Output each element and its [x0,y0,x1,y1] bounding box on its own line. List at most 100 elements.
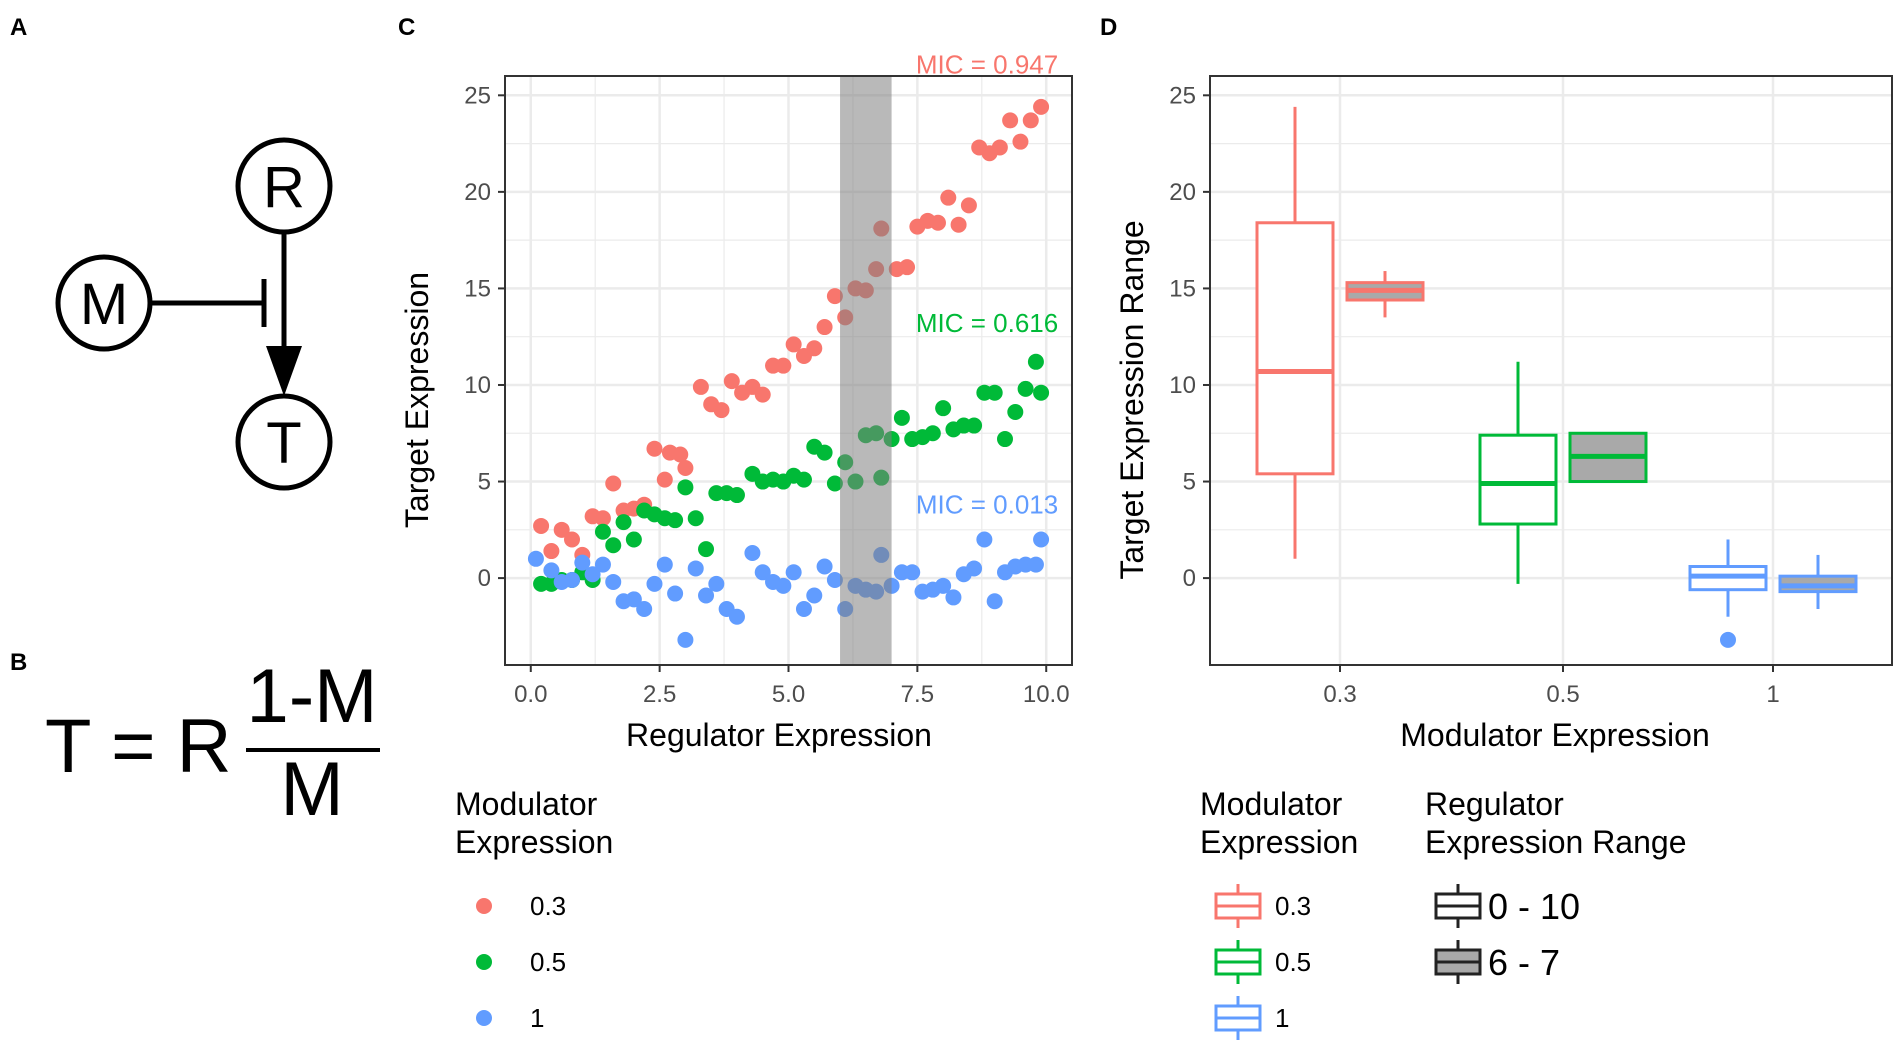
c-ytick-label: 5 [478,469,491,496]
panel-b: B T = R 1-M M [10,649,380,832]
d-legend-mod-title-line1: Modulator [1200,786,1343,822]
panel-c: C 0.0 2.5 5.0 7.5 10.0 0 5 10 15 20 25 MIC = 0.947 M… [398,14,1073,1033]
c-point-1 [636,600,653,617]
c-point-1 [744,544,761,561]
c-point-0.5 [605,537,622,554]
c-xtick-label: 0.0 [514,681,547,708]
c-y-axis-title: Target Expression [399,272,435,528]
c-point-0.3 [785,336,802,353]
c-point-1 [1033,531,1050,548]
c-ytick-label: 20 [464,179,491,206]
c-point-1 [677,631,694,648]
c-point-0.3 [950,216,967,233]
node-t [235,393,333,491]
c-point-1 [625,591,642,608]
node-t-label: T [266,411,301,476]
c-legend-label-0.5: 0.5 [530,947,566,977]
d-legend-range-key-0-10 [1434,884,1482,928]
c-point-0.3 [646,440,663,457]
c-xtick-label: 5.0 [772,681,805,708]
c-point-0.5 [893,409,910,426]
d-legend-mod-key-1 [1214,996,1262,1040]
c-point-0.5 [935,400,952,417]
c-point-0.3 [960,197,977,214]
d-legend-mod-key-0.3 [1214,884,1262,928]
c-point-0.3 [672,446,689,463]
c-legend-title-line1: Modulator [455,786,598,822]
d-box-0.3-0-10 [1255,106,1335,559]
c-point-1 [945,589,962,606]
node-r [235,137,333,235]
c-point-1 [935,577,952,594]
c-point-1 [826,572,843,589]
c-point-1 [667,585,684,602]
d-gridlines [1210,76,1892,665]
c-point-1 [775,577,792,594]
c-point-1 [605,573,622,590]
formula-lhs: T = R [45,704,232,789]
c-point-0.5 [615,514,632,531]
c-point-0.5 [996,431,1013,448]
d-legend-range-label-0-10: 0 - 10 [1488,886,1580,927]
panel-a-letter: A [10,14,27,41]
c-point-0.5 [1007,404,1024,421]
c-legend: Modulator Expression 0.3 0.5 1 [455,786,613,1033]
c-point-0.3 [1002,112,1019,129]
c-point-0.3 [723,373,740,390]
c-point-0.3 [816,319,833,336]
c-mic-annotation-0.5: MIC = 0.616 [916,308,1058,338]
c-point-1 [728,608,745,625]
c-point-1 [543,562,560,579]
c-legend-key-0.5 [476,954,492,970]
c-point-1 [1027,556,1044,573]
c-point-1 [708,575,725,592]
c-point-1 [527,550,544,567]
c-point-1 [904,564,921,581]
c-point-0.3 [1012,133,1029,150]
c-point-0.5 [677,479,694,496]
d-x-axis-title: Modulator Expression [1400,717,1709,753]
c-xtick-label: 7.5 [901,681,934,708]
c-point-0.5 [667,512,684,529]
d-outlier [1720,631,1736,648]
arrowhead-icon [266,346,302,396]
d-box-body [1478,433,1558,526]
c-point-1 [584,566,601,583]
c-point-1 [795,600,812,617]
c-point-1 [656,556,673,573]
d-legend-range-title-line2: Expression Range [1425,824,1686,860]
c-point-0.5 [594,523,611,540]
panel-a: A R M T [10,14,333,491]
c-point-1 [976,531,993,548]
d-legend-modulator: Modulator Expression 0.3 0.5 1 [1200,786,1358,1040]
c-point-0.3 [826,288,843,305]
c-point-0.3 [656,471,673,488]
c-ytick-label: 10 [464,372,491,399]
c-point-0.3 [533,517,550,534]
c-legend-key-1 [476,1010,492,1026]
c-point-0.5 [1027,353,1044,370]
d-legend-range-title-line1: Regulator [1425,786,1564,822]
c-point-0.3 [553,521,570,538]
c-point-0.3 [991,139,1008,156]
c-point-0.5 [1033,384,1050,401]
c-point-1 [698,587,715,604]
c-point-1 [806,587,823,604]
c-point-0.3 [899,259,916,276]
c-point-1 [687,560,704,577]
c-legend-key-0.3 [476,898,492,914]
node-r-label: R [263,155,305,220]
c-xtick-label: 2.5 [643,681,676,708]
c-ytick-label: 15 [464,275,491,302]
panel-d-letter: D [1100,14,1117,41]
d-xtick-label: 0.5 [1546,681,1579,708]
c-point-1 [574,554,591,571]
c-mic-annotation-0.3: MIC = 0.947 [916,49,1058,79]
c-point-1 [646,575,663,592]
d-y-axis-title: Target Expression Range [1114,220,1150,579]
c-point-0.3 [775,357,792,374]
node-m-label: M [80,272,128,337]
d-box-0.5-6-7 [1568,431,1648,484]
d-xtick-label: 0.3 [1323,681,1356,708]
